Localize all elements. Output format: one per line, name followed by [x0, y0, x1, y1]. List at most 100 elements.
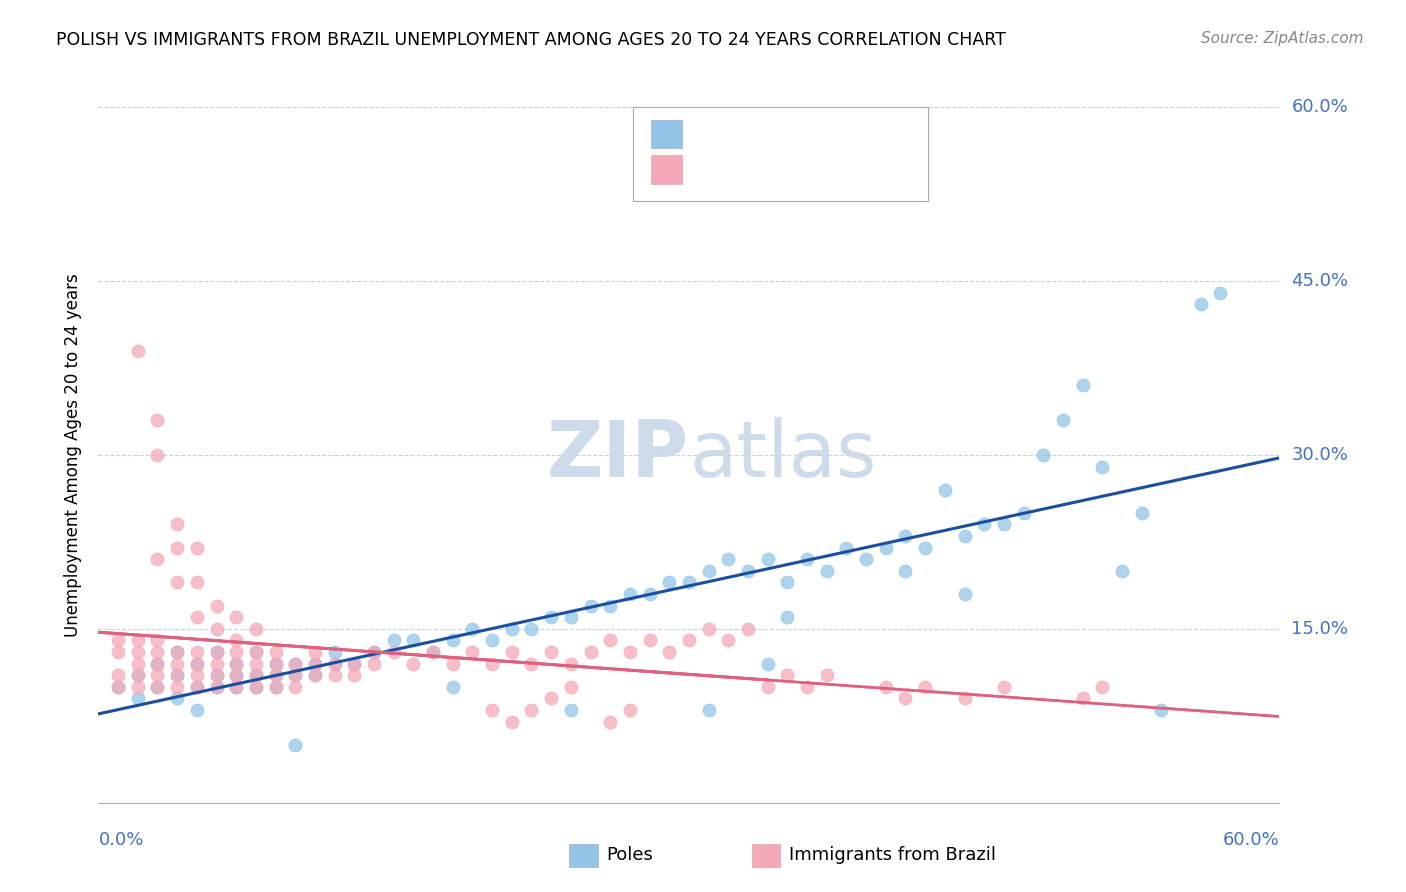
Text: ZIP: ZIP: [547, 417, 689, 493]
Point: [756, 680, 779, 694]
Text: 60.0%: 60.0%: [1223, 830, 1279, 848]
Point: [1012, 506, 1035, 520]
Point: [127, 343, 149, 358]
Point: [186, 657, 208, 671]
Point: [107, 645, 129, 659]
Point: [264, 645, 287, 659]
Point: [697, 564, 720, 578]
Point: [323, 657, 346, 671]
Point: [127, 633, 149, 648]
Point: [1189, 297, 1212, 311]
Point: [796, 552, 818, 566]
Point: [1130, 506, 1153, 520]
Point: [225, 680, 247, 694]
Point: [382, 633, 405, 648]
Point: [186, 657, 208, 671]
Point: [146, 633, 169, 648]
Point: [599, 633, 621, 648]
Point: [776, 610, 799, 624]
Point: [737, 622, 759, 636]
Point: [186, 668, 208, 682]
Point: [422, 645, 444, 659]
Point: [166, 575, 188, 590]
Point: [127, 691, 149, 706]
Point: [146, 413, 169, 427]
Point: [461, 622, 484, 636]
Point: [225, 668, 247, 682]
Point: [245, 657, 267, 671]
Point: [166, 668, 188, 682]
Point: [146, 657, 169, 671]
Point: [481, 703, 503, 717]
Point: [815, 668, 838, 682]
Point: [855, 552, 877, 566]
Point: [304, 668, 326, 682]
Point: [441, 633, 464, 648]
Point: [205, 599, 228, 613]
Point: [560, 657, 582, 671]
Point: [245, 645, 267, 659]
Point: [501, 714, 523, 729]
Point: [127, 680, 149, 694]
Point: [894, 564, 917, 578]
Point: [245, 645, 267, 659]
Point: [205, 668, 228, 682]
Point: [127, 657, 149, 671]
Point: [1071, 378, 1094, 392]
Point: [1091, 680, 1114, 694]
Point: [697, 703, 720, 717]
Point: [225, 657, 247, 671]
Point: [540, 610, 562, 624]
Point: [894, 529, 917, 543]
Point: [166, 645, 188, 659]
Point: [343, 657, 366, 671]
Point: [875, 541, 897, 555]
Point: [560, 680, 582, 694]
Point: [776, 575, 799, 590]
Point: [186, 680, 208, 694]
Point: [1150, 703, 1173, 717]
Y-axis label: Unemployment Among Ages 20 to 24 years: Unemployment Among Ages 20 to 24 years: [65, 273, 83, 637]
Point: [304, 657, 326, 671]
Point: [245, 668, 267, 682]
Point: [796, 680, 818, 694]
Point: [127, 645, 149, 659]
Point: [146, 552, 169, 566]
Point: [107, 680, 129, 694]
Point: [205, 657, 228, 671]
Point: [146, 668, 169, 682]
Point: [382, 645, 405, 659]
Point: [520, 622, 543, 636]
Point: [264, 657, 287, 671]
Text: 30.0%: 30.0%: [1291, 446, 1348, 464]
Text: 15.0%: 15.0%: [1291, 620, 1348, 638]
Point: [186, 541, 208, 555]
Text: Source: ZipAtlas.com: Source: ZipAtlas.com: [1201, 31, 1364, 46]
Point: [284, 668, 307, 682]
Point: [953, 587, 976, 601]
Text: POLISH VS IMMIGRANTS FROM BRAZIL UNEMPLOYMENT AMONG AGES 20 TO 24 YEARS CORRELAT: POLISH VS IMMIGRANTS FROM BRAZIL UNEMPLO…: [56, 31, 1007, 49]
Point: [127, 668, 149, 682]
Point: [166, 691, 188, 706]
Point: [638, 633, 661, 648]
Point: [166, 668, 188, 682]
Point: [245, 680, 267, 694]
Point: [363, 645, 385, 659]
Point: [146, 657, 169, 671]
Point: [107, 680, 129, 694]
Point: [422, 645, 444, 659]
Point: [875, 680, 897, 694]
Point: [205, 645, 228, 659]
Point: [678, 575, 700, 590]
Point: [560, 610, 582, 624]
Text: Poles: Poles: [606, 846, 652, 863]
Point: [304, 657, 326, 671]
Point: [441, 680, 464, 694]
Point: [441, 657, 464, 671]
Point: [225, 668, 247, 682]
Point: [186, 703, 208, 717]
Point: [146, 645, 169, 659]
Text: 60.0%: 60.0%: [1291, 98, 1348, 116]
Point: [264, 668, 287, 682]
Point: [205, 680, 228, 694]
